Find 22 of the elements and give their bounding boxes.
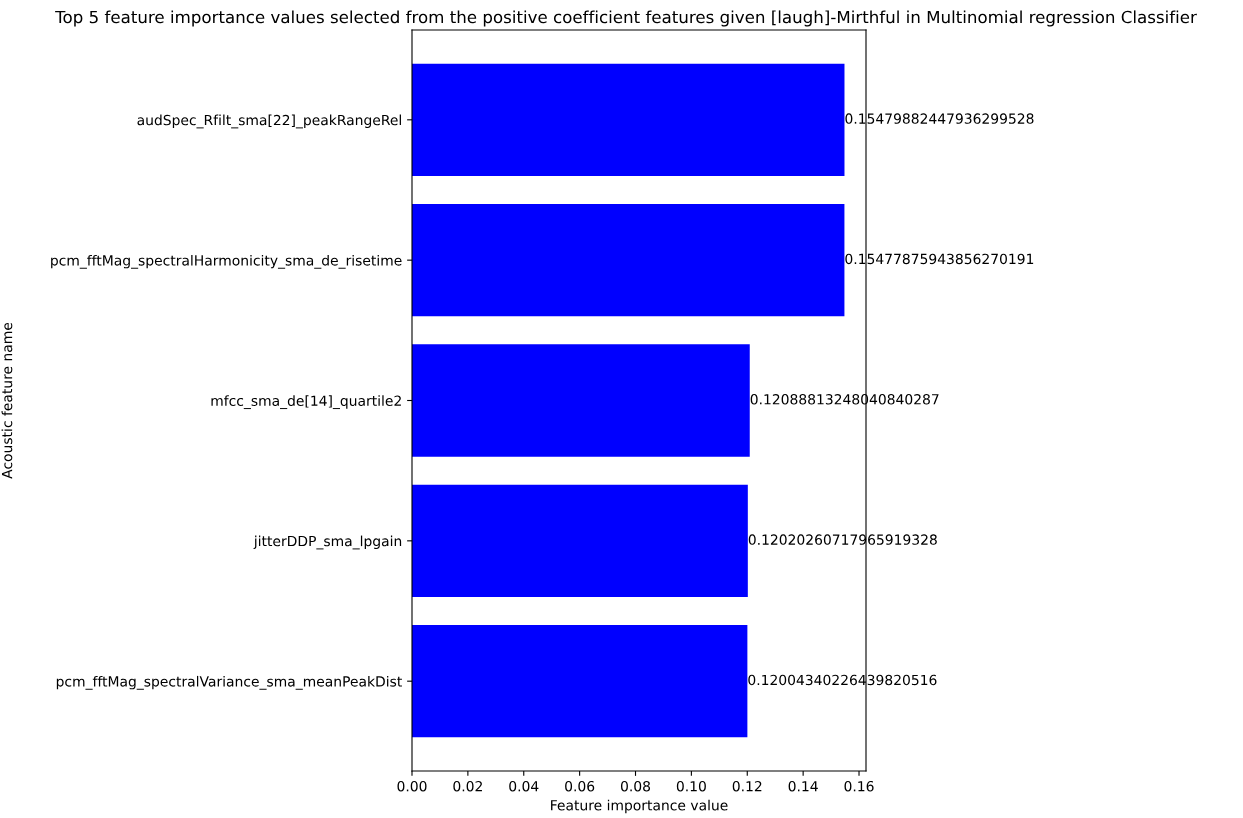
x-tick-label: 0.16 — [844, 780, 874, 792]
bar — [412, 484, 748, 597]
x-tick-label: 0.00 — [397, 780, 427, 792]
x-tick-label: 0.10 — [676, 780, 706, 792]
y-tick-label: mfcc_sma_de[14]_quartile2 — [211, 395, 401, 410]
y-tick-label: jitterDDP_sma_lpgain — [253, 535, 402, 550]
x-tick-label: 0.04 — [509, 780, 539, 792]
bar — [412, 344, 750, 457]
x-tick-label: 0.08 — [620, 780, 651, 792]
x-axis-title: Feature importance value — [551, 799, 728, 814]
bar — [412, 63, 845, 176]
bar — [412, 625, 748, 738]
x-tick-label: 0.12 — [732, 780, 762, 792]
x-tick-label: 0.06 — [565, 780, 595, 792]
y-tick-label: pcm_fftMag_spectralVariance_sma_meanPeakDist — [56, 675, 402, 690]
x-tick-label: 0.14 — [788, 780, 818, 792]
bar — [412, 204, 845, 317]
y-axis-title: Acoustic feature name — [1, 322, 13, 479]
chart-title: Top 5 feature importance values selected from the positive coefficient features given [laugh]-Mirthful in Multinomial regression Classifier — [55, 10, 1197, 27]
x-tick-label: 0.02 — [453, 780, 482, 792]
y-tick-label: pcm_fftMag_spectralHarmonicity_sma_de_risetime — [51, 254, 402, 269]
y-tick-label: audSpec_Rfilt_sma[22]_peakRangeRel — [137, 114, 401, 129]
